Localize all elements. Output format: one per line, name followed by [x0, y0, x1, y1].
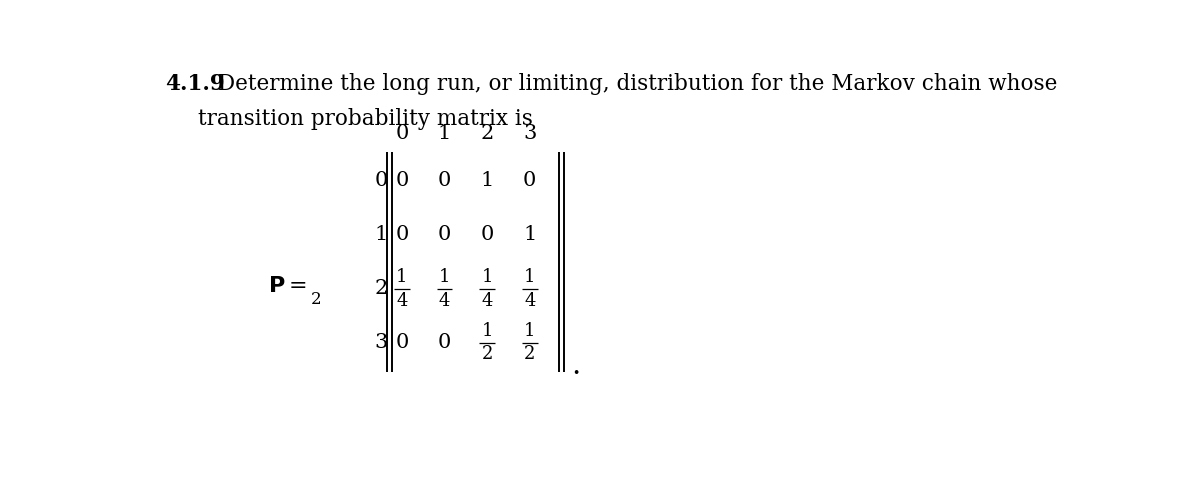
- Text: 1: 1: [439, 268, 450, 285]
- Text: 0: 0: [395, 225, 408, 244]
- Text: 1: 1: [524, 268, 535, 285]
- Text: 2: 2: [481, 346, 493, 363]
- Text: 0: 0: [395, 333, 408, 352]
- Text: 0: 0: [480, 225, 494, 244]
- Text: 4: 4: [481, 291, 493, 310]
- Text: 1: 1: [396, 268, 408, 285]
- Text: 2: 2: [374, 279, 388, 298]
- Text: 1: 1: [523, 225, 536, 244]
- Text: 0: 0: [523, 172, 536, 190]
- Text: 3: 3: [374, 333, 388, 352]
- Text: 0: 0: [438, 172, 451, 190]
- Text: 0: 0: [374, 172, 388, 190]
- Text: Determine the long run, or limiting, distribution for the Markov chain whose: Determine the long run, or limiting, dis…: [218, 73, 1057, 95]
- Text: .: .: [571, 352, 581, 380]
- Text: 4.1.9  Determine the long run, or limiting, distribution for the Markov chain wh: 4.1.9 Determine the long run, or limitin…: [166, 73, 1073, 95]
- Text: transition probability matrix is: transition probability matrix is: [198, 107, 533, 130]
- Text: 0: 0: [438, 333, 451, 352]
- Text: 0: 0: [395, 124, 408, 142]
- Text: 1: 1: [481, 268, 493, 285]
- Text: 1: 1: [524, 321, 535, 340]
- Text: 2: 2: [311, 291, 322, 308]
- Text: 1: 1: [480, 172, 494, 190]
- Text: 4.1.9: 4.1.9: [166, 73, 226, 95]
- Text: 0: 0: [395, 172, 408, 190]
- Text: 2: 2: [524, 346, 535, 363]
- Text: 0: 0: [438, 225, 451, 244]
- Text: 4: 4: [439, 291, 450, 310]
- Text: 4: 4: [524, 291, 535, 310]
- Text: 2: 2: [480, 124, 493, 142]
- Text: 3: 3: [523, 124, 536, 142]
- Text: 1: 1: [481, 321, 493, 340]
- Text: 1: 1: [438, 124, 451, 142]
- Text: 1: 1: [374, 225, 388, 244]
- Text: $\mathbf{P}=$: $\mathbf{P}=$: [269, 275, 307, 297]
- Text: 4: 4: [396, 291, 408, 310]
